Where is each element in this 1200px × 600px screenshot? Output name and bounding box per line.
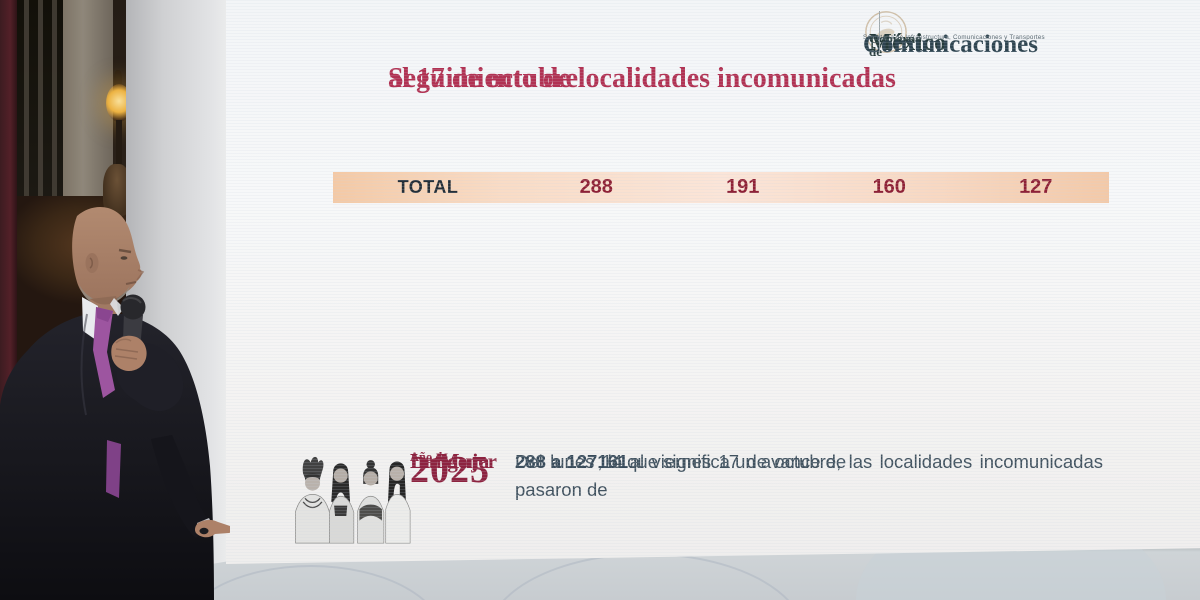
logo-divider bbox=[879, 11, 880, 53]
total-value: 127 bbox=[1019, 176, 1053, 198]
window-bar bbox=[52, 0, 57, 196]
year-number: 2025 bbox=[410, 449, 490, 491]
presenter-right-arm bbox=[111, 335, 184, 412]
table-total-row: TOTAL 288 191 160 127 bbox=[333, 172, 1109, 203]
stone-pillar bbox=[63, 0, 113, 202]
secretariat-subtitle: Secretaría de Infraestructura, Comunicac… bbox=[863, 34, 1045, 41]
window-bar bbox=[24, 0, 29, 196]
presenter-head bbox=[72, 206, 145, 319]
slide-title-line2: al 17 de octubre bbox=[388, 63, 579, 94]
presenter-pointing-arm bbox=[151, 435, 230, 538]
paragraph-bold-range: 288 a 127 bbox=[515, 451, 598, 472]
mexico-seal-icon bbox=[865, 11, 907, 53]
secretariat-name: Comunicaciones bbox=[863, 31, 1038, 58]
total-value: 160 bbox=[872, 176, 906, 198]
presenter-tie bbox=[93, 307, 115, 398]
paragraph-text: . bbox=[628, 451, 634, 472]
summary-paragraph: Del lunes 14 al viernes 17 de octubre, l… bbox=[515, 448, 1103, 500]
paragraph-text: Del lunes 14 al viernes 17 de octubre, l… bbox=[515, 451, 1103, 500]
barred-window bbox=[17, 0, 63, 196]
lamp-finial bbox=[114, 70, 122, 90]
indigenous-women-illustration bbox=[295, 456, 411, 544]
slide-title-line1: Seguimiento de localidades incomunicadas bbox=[388, 63, 896, 94]
year-caption-line2: La Mujer bbox=[410, 449, 497, 473]
total-value: 191 bbox=[726, 176, 760, 198]
lamp-post bbox=[116, 120, 122, 168]
floor-highlight bbox=[856, 545, 1166, 600]
gobierno-line1: Gobierno de bbox=[869, 31, 922, 59]
floor-ornament bbox=[486, 553, 806, 600]
total-value: 288 bbox=[579, 176, 613, 198]
gobierno-line2: México bbox=[869, 30, 947, 56]
total-label: TOTAL bbox=[397, 177, 459, 197]
government-logo: Gobierno de México Comunicaciones Secret… bbox=[863, 5, 1045, 59]
year-caption-line3: Indígena bbox=[410, 449, 490, 473]
paragraph-bold-advance: 161 bbox=[597, 451, 629, 472]
year-caption-line1: Año de bbox=[410, 450, 448, 464]
presenter-suit bbox=[0, 297, 214, 600]
presentation-clicker bbox=[199, 527, 209, 535]
paragraph-text: , lo que significa un avance de bbox=[597, 451, 847, 472]
presentation-screen: Gobierno de México Comunicaciones Secret… bbox=[226, 0, 1200, 564]
presenter-figure bbox=[0, 206, 230, 600]
window-bar bbox=[38, 0, 43, 196]
